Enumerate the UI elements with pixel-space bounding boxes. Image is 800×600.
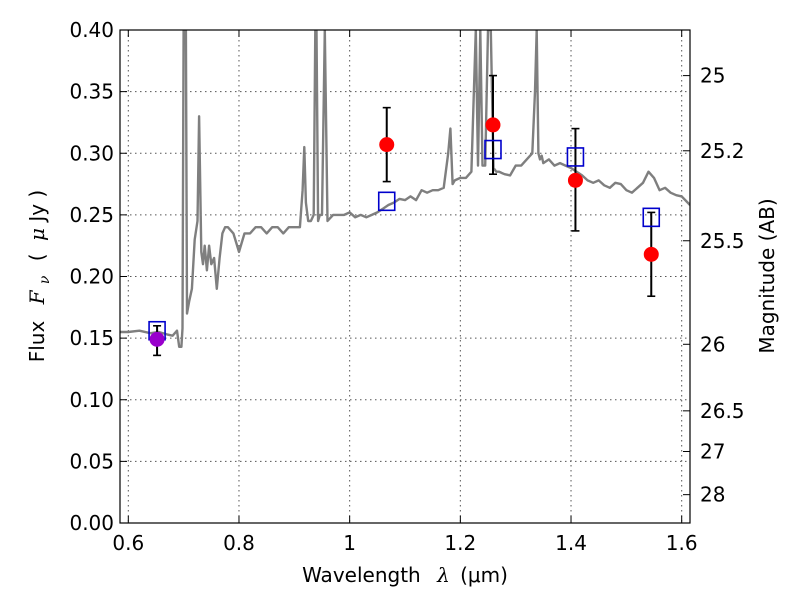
model-box (377, 191, 396, 212)
x-tick-label: 1 (343, 531, 356, 555)
y2-axis-label: Magnitude (AB) (755, 198, 779, 353)
y-axis-unit-rest: Jy ) (25, 190, 49, 224)
x-axis-unit: (μm) (460, 563, 508, 587)
grid-layer (120, 30, 690, 523)
x-axis-label: Wavelength λ (μm) (302, 563, 508, 587)
y-axis-unit-mu: μ (25, 228, 49, 241)
observed-point (643, 246, 659, 262)
x-axis-lambda: λ (436, 563, 450, 587)
spectrum-layer (120, 30, 690, 348)
model-box (484, 139, 502, 160)
tick-label-layer: 0.6 0.8 1 1.2 1.4 1.6 0.00 0.05 0.10 0.15 0.20 0.25… (69, 18, 744, 555)
y2-tick-label: 25.2 (700, 139, 745, 163)
y2-tick-label: 25.5 (700, 229, 745, 253)
x-tick-label: 0.6 (112, 531, 144, 555)
y-tick-label: 0.25 (69, 203, 114, 227)
x-tick-label: 1.6 (666, 531, 698, 555)
y2-tick-label: 28 (700, 483, 725, 507)
observed-point (379, 137, 395, 153)
y-axis-subscript: ν (37, 275, 53, 284)
tick-layer (120, 29, 690, 524)
y-tick-label: 0.10 (69, 388, 114, 412)
observed-point (149, 331, 165, 347)
y2-tick-label: 27 (700, 440, 725, 464)
observed-point (485, 117, 501, 133)
y-axis-label-text: Flux (25, 321, 49, 363)
observed-point-layer (149, 117, 659, 347)
y-tick-label: 0.00 (69, 511, 114, 535)
model-box-layer (148, 139, 661, 341)
y-axis-label: Flux F ν ( μ Jy ) (25, 190, 54, 363)
x-tick-label: 0.8 (223, 531, 255, 555)
y-axis-unit-open: ( (25, 253, 49, 261)
y-tick-label: 0.35 (69, 80, 114, 104)
y-tick-label: 0.20 (69, 265, 114, 289)
y2-tick-label: 26.5 (700, 399, 745, 423)
errorbar-layer (153, 74, 656, 357)
spectrum-line (120, 30, 690, 348)
y2-tick-label: 25 (700, 64, 725, 88)
x-tick-label: 1.2 (444, 531, 476, 555)
y-axis-symbol: F (25, 289, 49, 305)
observed-point (567, 172, 583, 188)
model-box (566, 147, 585, 167)
y-tick-label: 0.30 (69, 141, 114, 165)
y-tick-label: 0.05 (69, 449, 114, 473)
y-tick-label: 0.40 (69, 18, 114, 42)
y2-tick-label: 26 (700, 332, 725, 356)
x-tick-label: 1.4 (555, 531, 587, 555)
x-axis-label-text: Wavelength (302, 563, 421, 587)
y-tick-label: 0.15 (69, 326, 114, 350)
model-box (642, 207, 661, 228)
